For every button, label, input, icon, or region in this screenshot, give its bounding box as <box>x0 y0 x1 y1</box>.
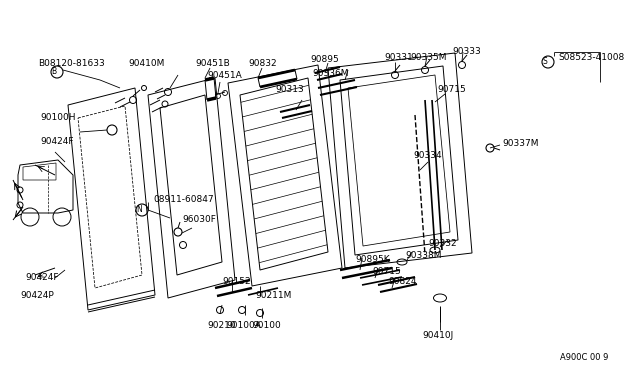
Text: B: B <box>51 67 56 77</box>
Text: 90100H: 90100H <box>40 113 76 122</box>
Text: A900C 00 9: A900C 00 9 <box>560 353 609 362</box>
Text: 90337M: 90337M <box>502 138 538 148</box>
Text: 90338M: 90338M <box>405 250 442 260</box>
Text: 90451B: 90451B <box>195 58 230 67</box>
Text: 90824: 90824 <box>388 278 417 286</box>
Text: 90313: 90313 <box>275 86 304 94</box>
Text: 90100: 90100 <box>252 321 281 330</box>
Text: 90451A: 90451A <box>207 71 242 80</box>
Text: 90424F: 90424F <box>25 273 58 282</box>
Text: 90333: 90333 <box>452 48 481 57</box>
Text: 08911-60847: 08911-60847 <box>153 196 214 205</box>
Text: 90424F: 90424F <box>40 138 74 147</box>
Text: 90210: 90210 <box>207 321 236 330</box>
Text: S08523-41008: S08523-41008 <box>558 52 624 61</box>
Text: 90895: 90895 <box>310 55 339 64</box>
Text: 90410M: 90410M <box>128 58 164 67</box>
Text: 90424P: 90424P <box>20 291 54 299</box>
Text: 90715: 90715 <box>437 86 466 94</box>
Text: 96030F: 96030F <box>182 215 216 224</box>
Text: 90152: 90152 <box>222 278 251 286</box>
Text: 90715: 90715 <box>372 267 401 276</box>
Text: N: N <box>136 205 142 215</box>
Text: B08120-81633: B08120-81633 <box>38 58 105 67</box>
Text: 90335M: 90335M <box>410 52 447 61</box>
Text: 90895K: 90895K <box>355 256 390 264</box>
Text: 90100A: 90100A <box>226 321 261 330</box>
Text: S: S <box>543 58 547 67</box>
Text: 90334: 90334 <box>413 151 442 160</box>
Text: 90832: 90832 <box>248 58 276 67</box>
Text: 90410J: 90410J <box>422 330 453 340</box>
Text: 90331: 90331 <box>384 52 413 61</box>
Text: 90332: 90332 <box>428 240 456 248</box>
Text: 90336M: 90336M <box>312 68 349 77</box>
Text: 90211M: 90211M <box>255 291 291 299</box>
